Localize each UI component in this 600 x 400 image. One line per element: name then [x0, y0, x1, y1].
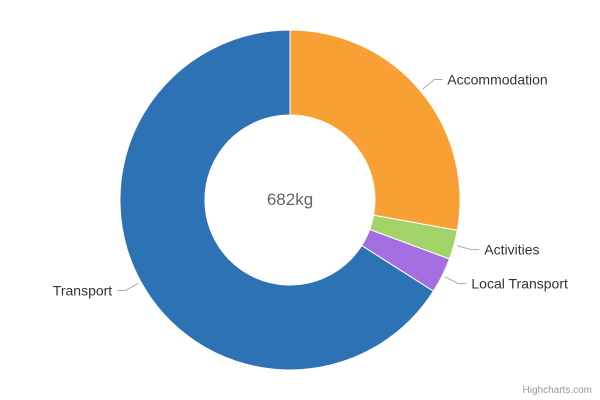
data-label-transport: Transport [53, 283, 113, 299]
pie-slice-transport[interactable] [119, 29, 435, 371]
label-connector-transport [117, 282, 139, 291]
data-label-activities: Activities [484, 242, 539, 258]
label-connector-local-transport [444, 276, 467, 285]
data-label-accommodation: Accommodation [447, 72, 547, 88]
highcharts-credit-link[interactable]: Highcharts.com [522, 385, 592, 396]
data-label-local-transport: Local Transport [471, 276, 568, 292]
label-connector-activities [456, 245, 480, 251]
pie-slice-accommodation[interactable] [289, 29, 461, 231]
center-total-label: 682kg [266, 190, 314, 209]
label-connector-accommodation [422, 79, 443, 90]
